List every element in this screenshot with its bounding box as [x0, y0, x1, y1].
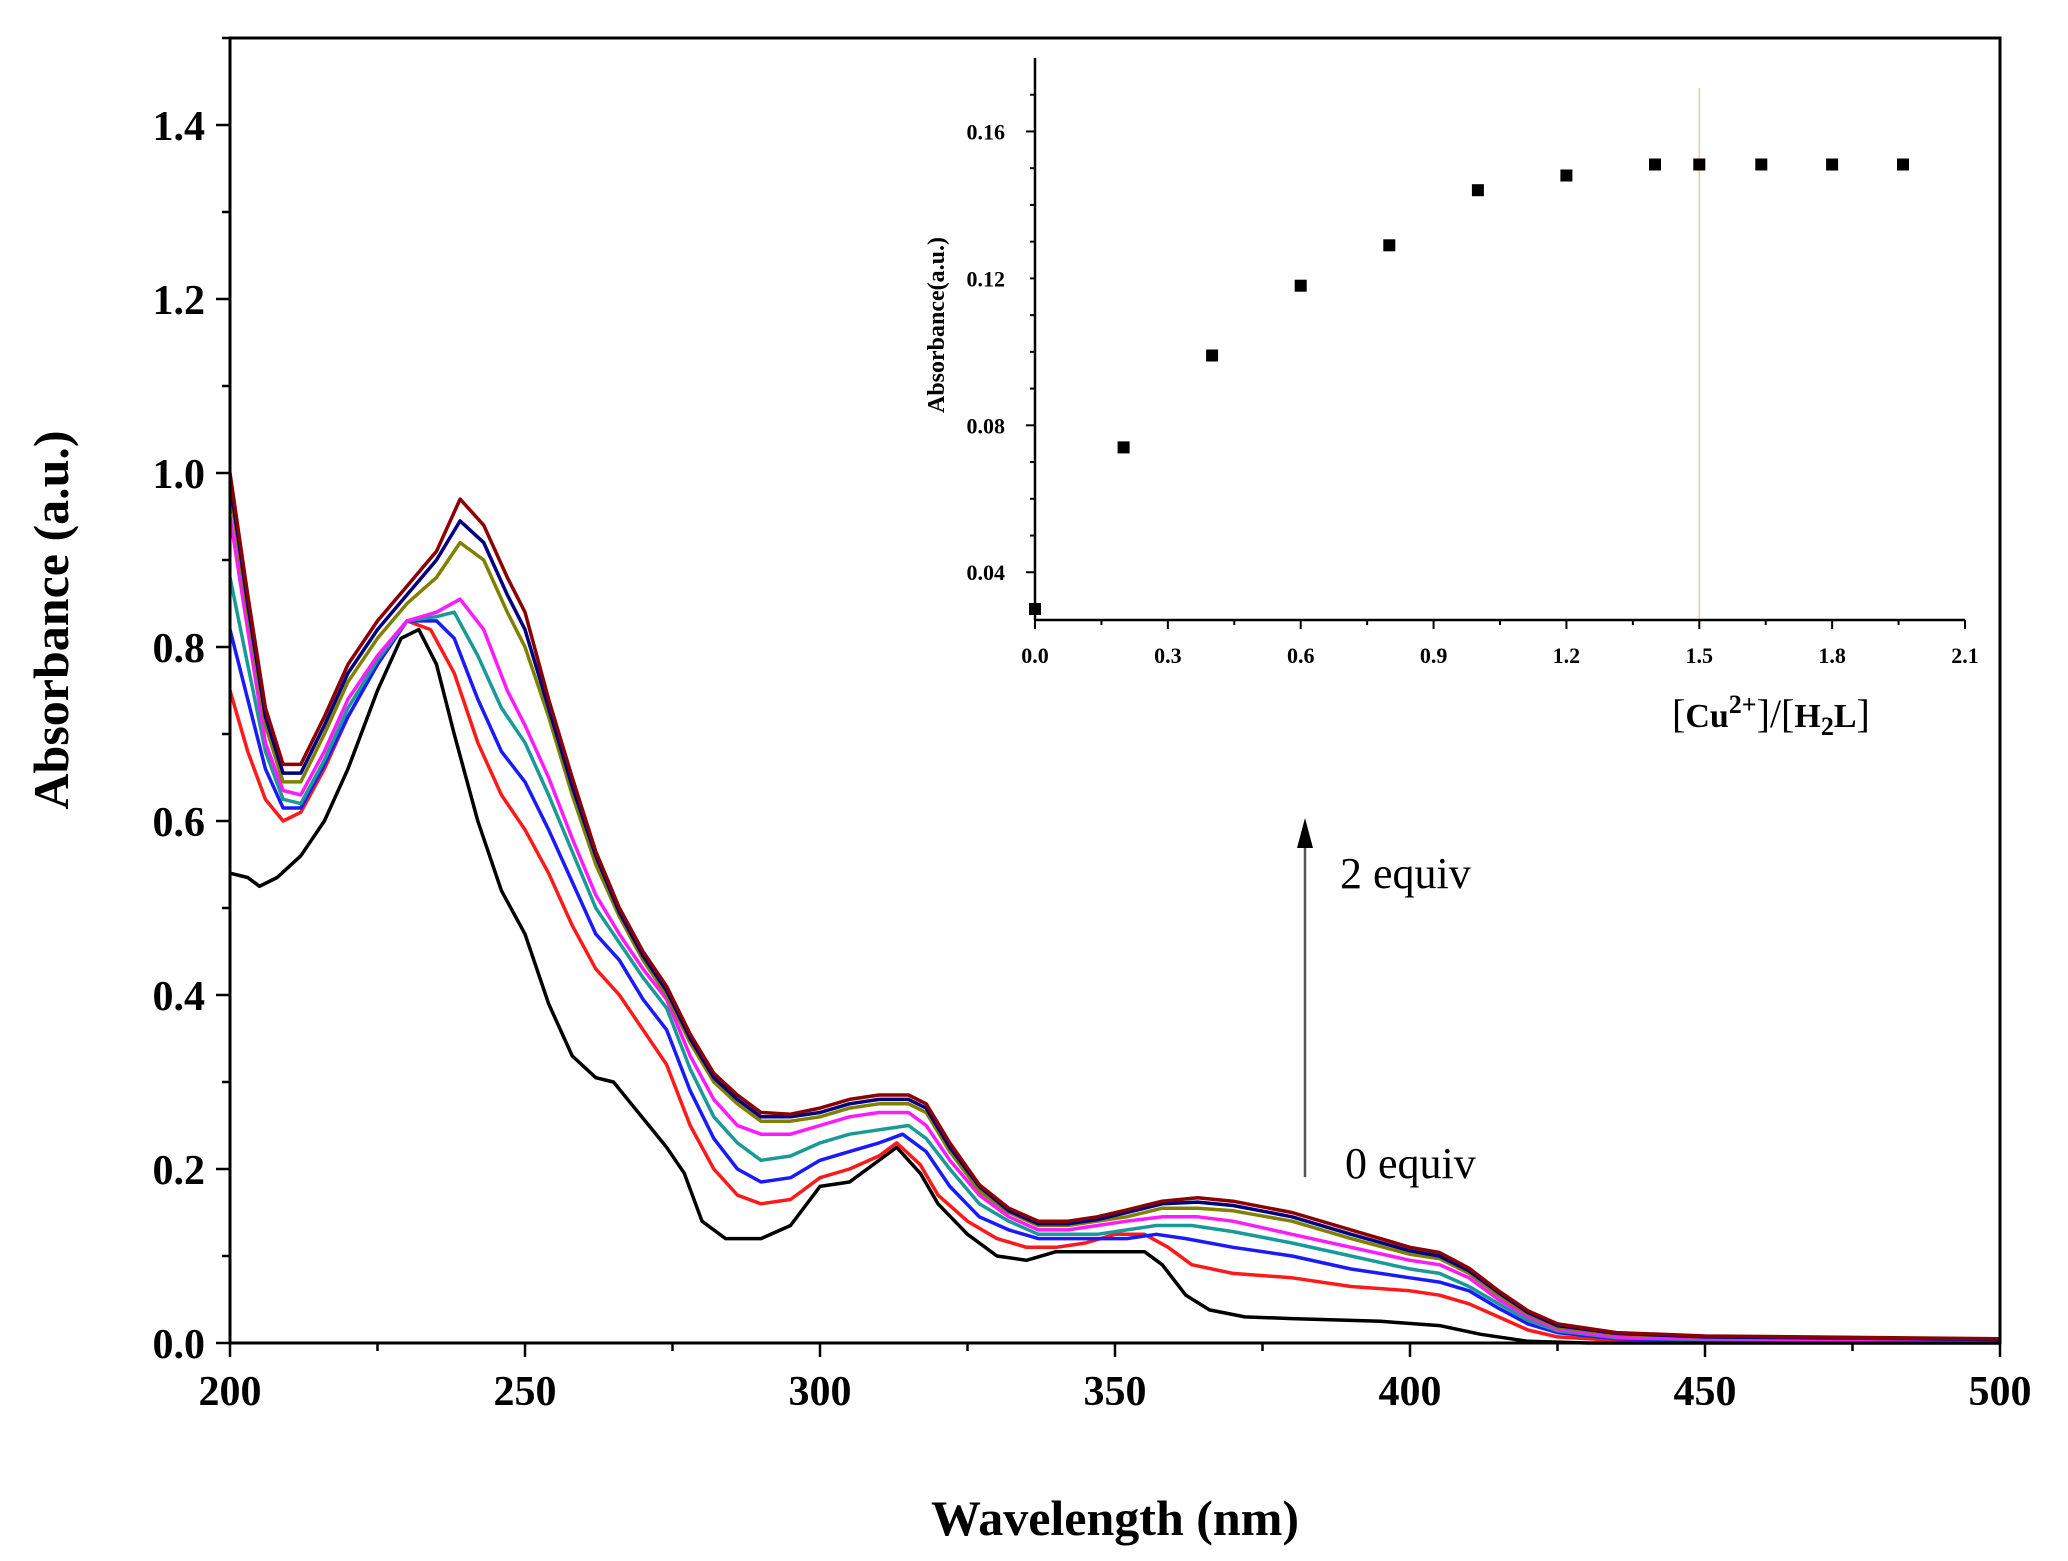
- inset-x-title-metal: Cu: [1685, 698, 1728, 735]
- spectrum-line: [228, 481, 2001, 1342]
- x-tick-label: 200: [199, 1369, 262, 1415]
- inset-y-tick-labels: 0.04 0.08 0.12 0.16: [967, 120, 1006, 586]
- inset-x-tick-label: 1.5: [1686, 643, 1714, 668]
- inset-x-tick-label: 0.0: [1021, 643, 1049, 668]
- main-spectrum-plot: 0.0 0.2 0.4 0.6 0.8 1.0 1.2 1.4 200 250 …: [23, 36, 2032, 1546]
- inset-data-point: [1649, 158, 1661, 171]
- inset-x-title-bracket: [: [1672, 691, 1685, 736]
- inset-data-point: [1383, 239, 1396, 252]
- titration-arrow-head: [1297, 818, 1313, 848]
- x-tick-label: 500: [1969, 1369, 2032, 1415]
- inset-x-title-ligand-sub: 2: [1821, 712, 1834, 741]
- y-tick-label: 1.2: [153, 278, 206, 324]
- inset-x-tick-labels: 0.0 0.3 0.6 0.9 1.2 1.5 1.8 2.1: [1021, 643, 1979, 668]
- main-y-tick-labels: 0.0 0.2 0.4 0.6 0.8 1.0 1.2 1.4: [153, 104, 206, 1368]
- inset-x-tick-label: 2.1: [1951, 643, 1979, 668]
- spectrum-line: [228, 516, 2001, 1343]
- x-tick-label: 250: [494, 1369, 557, 1415]
- x-tick-label: 300: [789, 1369, 852, 1415]
- inset-x-tick-label: 0.9: [1420, 643, 1448, 668]
- inset-data-point: [1471, 184, 1484, 197]
- inset-x-tick-label: 1.8: [1818, 643, 1846, 668]
- inset-x-title-separator: ]/[: [1757, 691, 1795, 736]
- x-tick-label: 450: [1674, 1369, 1737, 1415]
- inset-y-tick-label: 0.04: [967, 560, 1006, 585]
- inset-data-point: [1755, 158, 1768, 171]
- y-tick-label: 0.2: [153, 1148, 206, 1194]
- inset-y-tick-label: 0.12: [967, 266, 1006, 291]
- main-x-tick-labels: 200 250 300 350 400 450 500: [199, 1369, 2032, 1415]
- spectrum-series-group: [228, 472, 2001, 1345]
- inset-x-tick-label: 0.6: [1287, 643, 1315, 668]
- y-tick-label: 0.4: [153, 974, 206, 1020]
- inset-x-title-ligand-l: L: [1834, 698, 1857, 735]
- inset-x-title-charge: 2+: [1729, 690, 1757, 719]
- y-tick-label: 1.0: [153, 452, 206, 498]
- inset-x-tick-label: 1.2: [1553, 643, 1581, 668]
- arrow-label-bottom: 0 equiv: [1345, 1139, 1476, 1188]
- inset-data-point: [1826, 158, 1839, 171]
- x-tick-label: 350: [1084, 1369, 1147, 1415]
- arrow-label-top: 2 equiv: [1340, 849, 1471, 898]
- inset-x-tick-label: 0.3: [1154, 643, 1182, 668]
- spectrum-line: [228, 619, 2000, 1344]
- inset-data-point: [1560, 169, 1573, 182]
- main-y-axis-title: Absorbance (a.u.): [23, 430, 79, 809]
- y-tick-label: 0.6: [153, 800, 206, 846]
- main-axis-ticks: [216, 36, 2002, 1357]
- y-tick-label: 0.0: [153, 1322, 206, 1368]
- inset-data-point: [1206, 349, 1219, 362]
- inset-data-point: [1897, 158, 1909, 171]
- y-tick-label: 0.8: [153, 626, 206, 672]
- inset-y-tick-label: 0.16: [967, 120, 1006, 145]
- inset-x-axis-title: [Cu2+]/[H2L]: [1672, 690, 1870, 741]
- inset-y-tick-label: 0.08: [967, 413, 1006, 438]
- inset-data-point: [1294, 279, 1307, 292]
- inset-x-title-ligand-h: H: [1794, 698, 1820, 735]
- y-tick-label: 1.4: [153, 104, 206, 150]
- inset-titration-plot: 0.04 0.08 0.12 0.16 0.0 0.3 0.6 0.9 1.2 …: [924, 58, 1979, 741]
- spectrum-line: [228, 472, 2001, 1341]
- inset-data-point: [1117, 441, 1130, 454]
- spectrum-line: [228, 490, 2001, 1342]
- main-x-axis-title: Wavelength (nm): [931, 1490, 1299, 1546]
- inset-point-group: [1029, 158, 1909, 615]
- spectrum-line: [229, 627, 2000, 1345]
- inset-data-point: [1693, 158, 1706, 171]
- x-tick-label: 400: [1379, 1369, 1442, 1415]
- inset-x-title-bracket: ]: [1857, 691, 1870, 736]
- inset-y-axis-title: Absorbance(a.u.): [924, 237, 950, 413]
- inset-axis-ticks: [1026, 93, 1966, 629]
